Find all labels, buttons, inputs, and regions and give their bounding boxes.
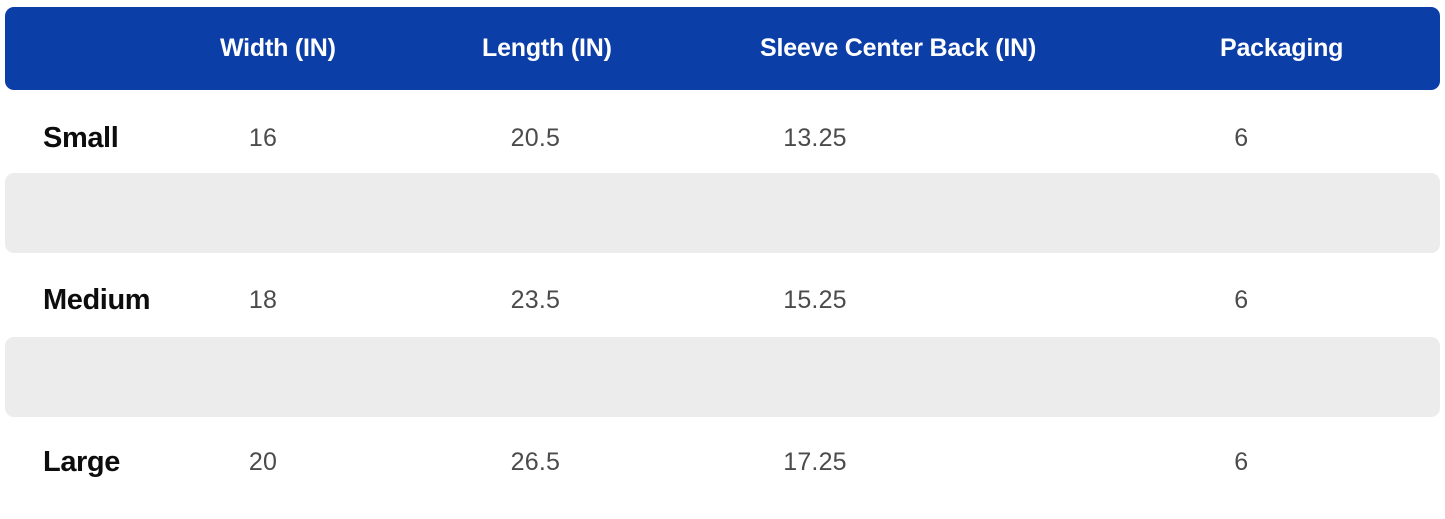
cell-medium-length: 23.5 xyxy=(510,285,561,314)
column-header-packaging: Packaging xyxy=(1220,34,1344,62)
cell-small-width: 16 xyxy=(248,123,278,152)
cell-large-sleeve: 17.25 xyxy=(783,447,847,476)
table-header-row: Width (IN) Length (IN) Sleeve Center Bac… xyxy=(5,7,1440,90)
cell-large-width: 20 xyxy=(248,447,278,476)
cell-large-length: 26.5 xyxy=(510,447,561,476)
cell-medium-width: 18 xyxy=(248,285,278,314)
column-header-length: Length (IN) xyxy=(482,34,612,62)
table-row: Large 20 26.5 17.25 6 xyxy=(0,420,1445,504)
row-size-label-cell: Medium xyxy=(0,284,249,317)
cell-small-sleeve: 13.25 xyxy=(783,123,847,152)
row-size-label-cell: Large xyxy=(0,446,249,479)
row-size-label-cell: Small xyxy=(0,122,249,155)
size-label-medium: Medium xyxy=(43,283,151,316)
table-stripe-row xyxy=(5,337,1440,417)
table-stripe-row xyxy=(5,173,1440,253)
column-header-width: Width (IN) xyxy=(220,34,336,62)
cell-medium-sleeve: 15.25 xyxy=(783,285,847,314)
size-label-small: Small xyxy=(43,121,119,154)
size-label-large: Large xyxy=(43,445,120,478)
cell-large-packaging: 6 xyxy=(1234,447,1249,476)
column-header-sleeve-center-back: Sleeve Center Back (IN) xyxy=(760,34,1037,62)
cell-small-packaging: 6 xyxy=(1234,123,1249,152)
table-row: Medium 18 23.5 15.25 6 xyxy=(0,258,1445,342)
cell-small-length: 20.5 xyxy=(510,123,561,152)
cell-medium-packaging: 6 xyxy=(1234,285,1249,314)
table-row: Small 16 20.5 13.25 6 xyxy=(0,96,1445,180)
